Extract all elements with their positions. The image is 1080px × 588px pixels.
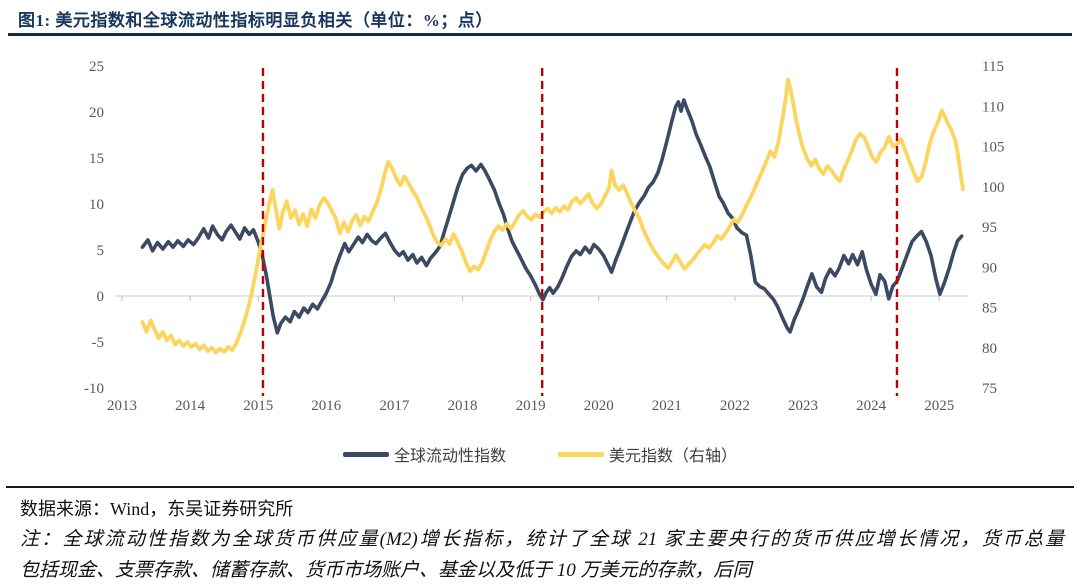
x-axis-tick-label: 2022 xyxy=(720,398,750,414)
left-axis-tick-label: 25 xyxy=(89,59,104,75)
figure-title: 图1: 美元指数和全球流动性指标明显负相关（单位：%；点） xyxy=(18,11,493,30)
x-axis-tick-label: 2018 xyxy=(448,398,478,414)
right-axis-tick-label: 90 xyxy=(982,260,997,276)
footnote-line-2: 包括现金、支票存款、储蓄存款、货币市场账户、基金以及低于 10 万美元的存款，后… xyxy=(20,560,752,581)
left-axis-tick-label: 0 xyxy=(97,289,105,305)
left-axis-tick-label: -5 xyxy=(92,335,105,351)
left-axis-tick-label: 5 xyxy=(97,243,105,259)
footer-divider-rule xyxy=(6,486,1074,488)
x-axis-tick-label: 2023 xyxy=(788,398,818,414)
x-axis-tick-label: 2024 xyxy=(856,398,887,414)
right-axis-tick-label: 80 xyxy=(982,341,997,357)
chart-canvas: 2013 2014 2015 2016 2017 2018 2019 2020 2021 2022… xyxy=(84,59,1005,414)
right-axis-tick-label: 95 xyxy=(982,220,997,236)
footnote-line-1: 注：全球流动性指数为全球货币供应量(M2)增长指标，统计了全球 21 家主要央行… xyxy=(20,529,1064,550)
right-axis-tick-label: 105 xyxy=(982,140,1005,156)
right-axis-tick-label: 85 xyxy=(982,301,997,317)
x-axis-tick-label: 2025 xyxy=(924,398,954,414)
x-axis-tick-label: 2020 xyxy=(584,398,614,414)
right-axis-tick-label: 75 xyxy=(982,381,997,397)
right-axis-tick-label: 110 xyxy=(982,99,1004,115)
legend-label-dollar-index: 美元指数（右轴） xyxy=(609,448,738,465)
x-axis-tick-label: 2017 xyxy=(379,398,410,414)
title-divider-rule xyxy=(8,33,1072,36)
legend-swatch-dollar-index xyxy=(558,451,604,457)
x-axis-tick-label: 2013 xyxy=(107,398,137,414)
x-axis-tick-label: 2016 xyxy=(311,398,342,414)
left-axis-tick-label: 20 xyxy=(89,105,104,121)
legend-item-liquidity: 全球流动性指数 xyxy=(342,442,506,466)
dollar-index-line xyxy=(140,77,965,355)
left-axis-tick-label: 10 xyxy=(89,197,104,213)
legend-swatch-liquidity xyxy=(342,451,389,457)
left-axis-tick-label: -10 xyxy=(84,381,104,397)
right-axis-tick-label: 115 xyxy=(982,59,1004,75)
data-source-line: 数据来源：Wind，东吴证券研究所 xyxy=(20,499,294,519)
liquidity-index-line xyxy=(140,98,964,335)
left-axis-tick-label: 15 xyxy=(89,151,104,167)
legend-item-dollar-index: 美元指数（右轴） xyxy=(558,442,737,466)
chart-legend: 全球流动性指数 美元指数（右轴） xyxy=(0,441,1080,467)
x-axis-tick-label: 2021 xyxy=(652,398,682,414)
legend-label-liquidity: 全球流动性指数 xyxy=(393,448,506,465)
x-axis-tick-label: 2015 xyxy=(243,398,273,414)
x-axis-tick-label: 2019 xyxy=(516,398,546,414)
right-axis-tick-label: 100 xyxy=(982,180,1005,196)
x-axis-tick-label: 2014 xyxy=(175,398,206,414)
